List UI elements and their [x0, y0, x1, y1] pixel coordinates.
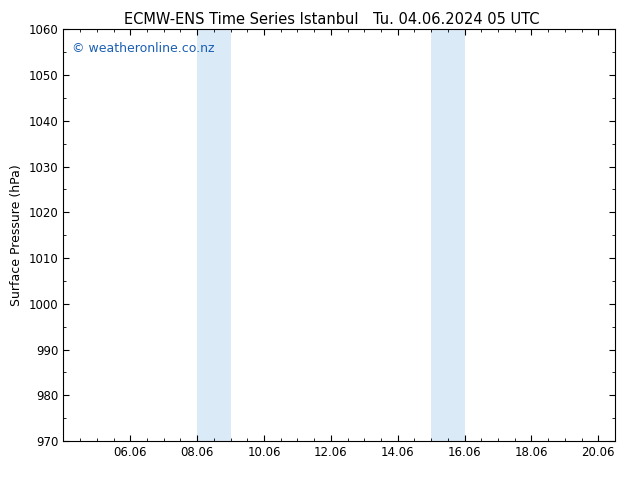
Bar	[431, 29, 465, 441]
Text: © weatheronline.co.nz: © weatheronline.co.nz	[72, 42, 214, 55]
Bar	[197, 29, 231, 441]
Y-axis label: Surface Pressure (hPa): Surface Pressure (hPa)	[10, 164, 23, 306]
Text: ECMW-ENS Time Series Istanbul: ECMW-ENS Time Series Istanbul	[124, 12, 358, 27]
Text: Tu. 04.06.2024 05 UTC: Tu. 04.06.2024 05 UTC	[373, 12, 540, 27]
